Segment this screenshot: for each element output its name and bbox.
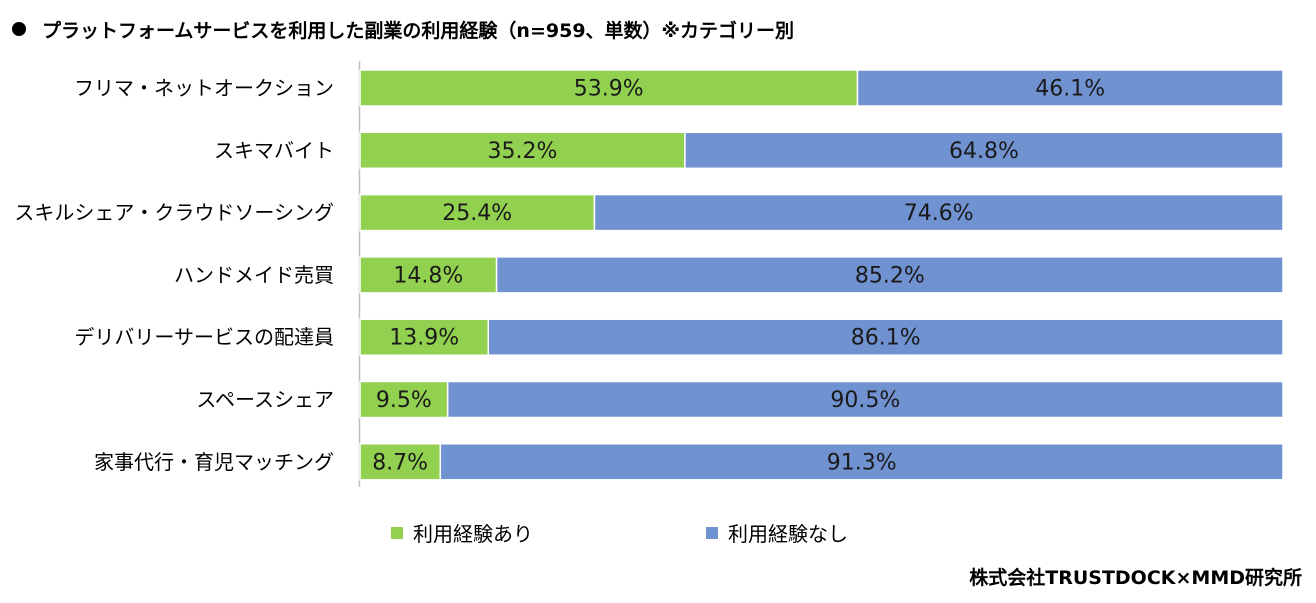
category-label: スペースシェア [196, 388, 334, 412]
data-label-no: 86.1% [851, 326, 921, 351]
legend-item-no: 利用経験なし [706, 518, 848, 547]
legend-swatch-yes [391, 526, 403, 539]
bar-yes [359, 69, 859, 107]
bar-yes [359, 380, 449, 419]
bar-no [439, 443, 1284, 481]
legend-item-yes: 利用経験あり [391, 518, 533, 547]
source-credit: 株式会社TRUSTDOCK×MMD研究所 [969, 567, 1302, 589]
category-label: スキマバイト [214, 138, 334, 162]
category-label: スキルシェア・クラウドソーシング [14, 201, 334, 225]
bar-yes [359, 256, 498, 294]
chart-title-row: プラットフォームサービスを利用した副業の利用経験（n=959、単数）※カテゴリー… [12, 14, 794, 44]
data-label-no: 90.5% [830, 388, 900, 413]
bar-no [487, 318, 1284, 356]
data-label-yes: 14.8% [393, 263, 463, 288]
legend-label-yes: 利用経験あり [413, 522, 533, 546]
data-label-no: 64.8% [949, 139, 1019, 164]
bar-yes [359, 318, 490, 356]
data-label-no: 85.2% [855, 263, 925, 288]
category-label: 家事代行・育児マッチング [94, 450, 334, 474]
category-label: ハンドメイド売買 [174, 263, 334, 287]
legend-label-no: 利用経験なし [728, 522, 848, 546]
bar-no [684, 131, 1284, 170]
data-label-no: 91.3% [827, 450, 897, 475]
bar-no [593, 193, 1284, 232]
bar-no [856, 69, 1284, 107]
category-label: デリバリーサービスの配達員 [74, 325, 334, 349]
data-label-no: 46.1% [1035, 77, 1105, 102]
data-label-yes: 35.2% [488, 139, 558, 164]
bar-no [495, 256, 1284, 294]
bullet-icon [12, 22, 26, 36]
category-label: フリマ・ネットオークション [74, 76, 334, 100]
legend-swatch-no [706, 526, 718, 539]
bar-no [446, 380, 1284, 419]
data-label-yes: 53.9% [574, 77, 644, 102]
bar-yes [359, 193, 596, 232]
data-label-no: 74.6% [904, 201, 974, 226]
chart-title: プラットフォームサービスを利用した副業の利用経験（n=959、単数）※カテゴリー… [42, 19, 795, 42]
data-label-yes: 13.9% [389, 326, 459, 351]
data-label-yes: 25.4% [442, 201, 512, 226]
bar-yes [359, 443, 442, 481]
data-label-yes: 8.7% [372, 450, 428, 475]
data-label-yes: 9.5% [376, 388, 432, 413]
